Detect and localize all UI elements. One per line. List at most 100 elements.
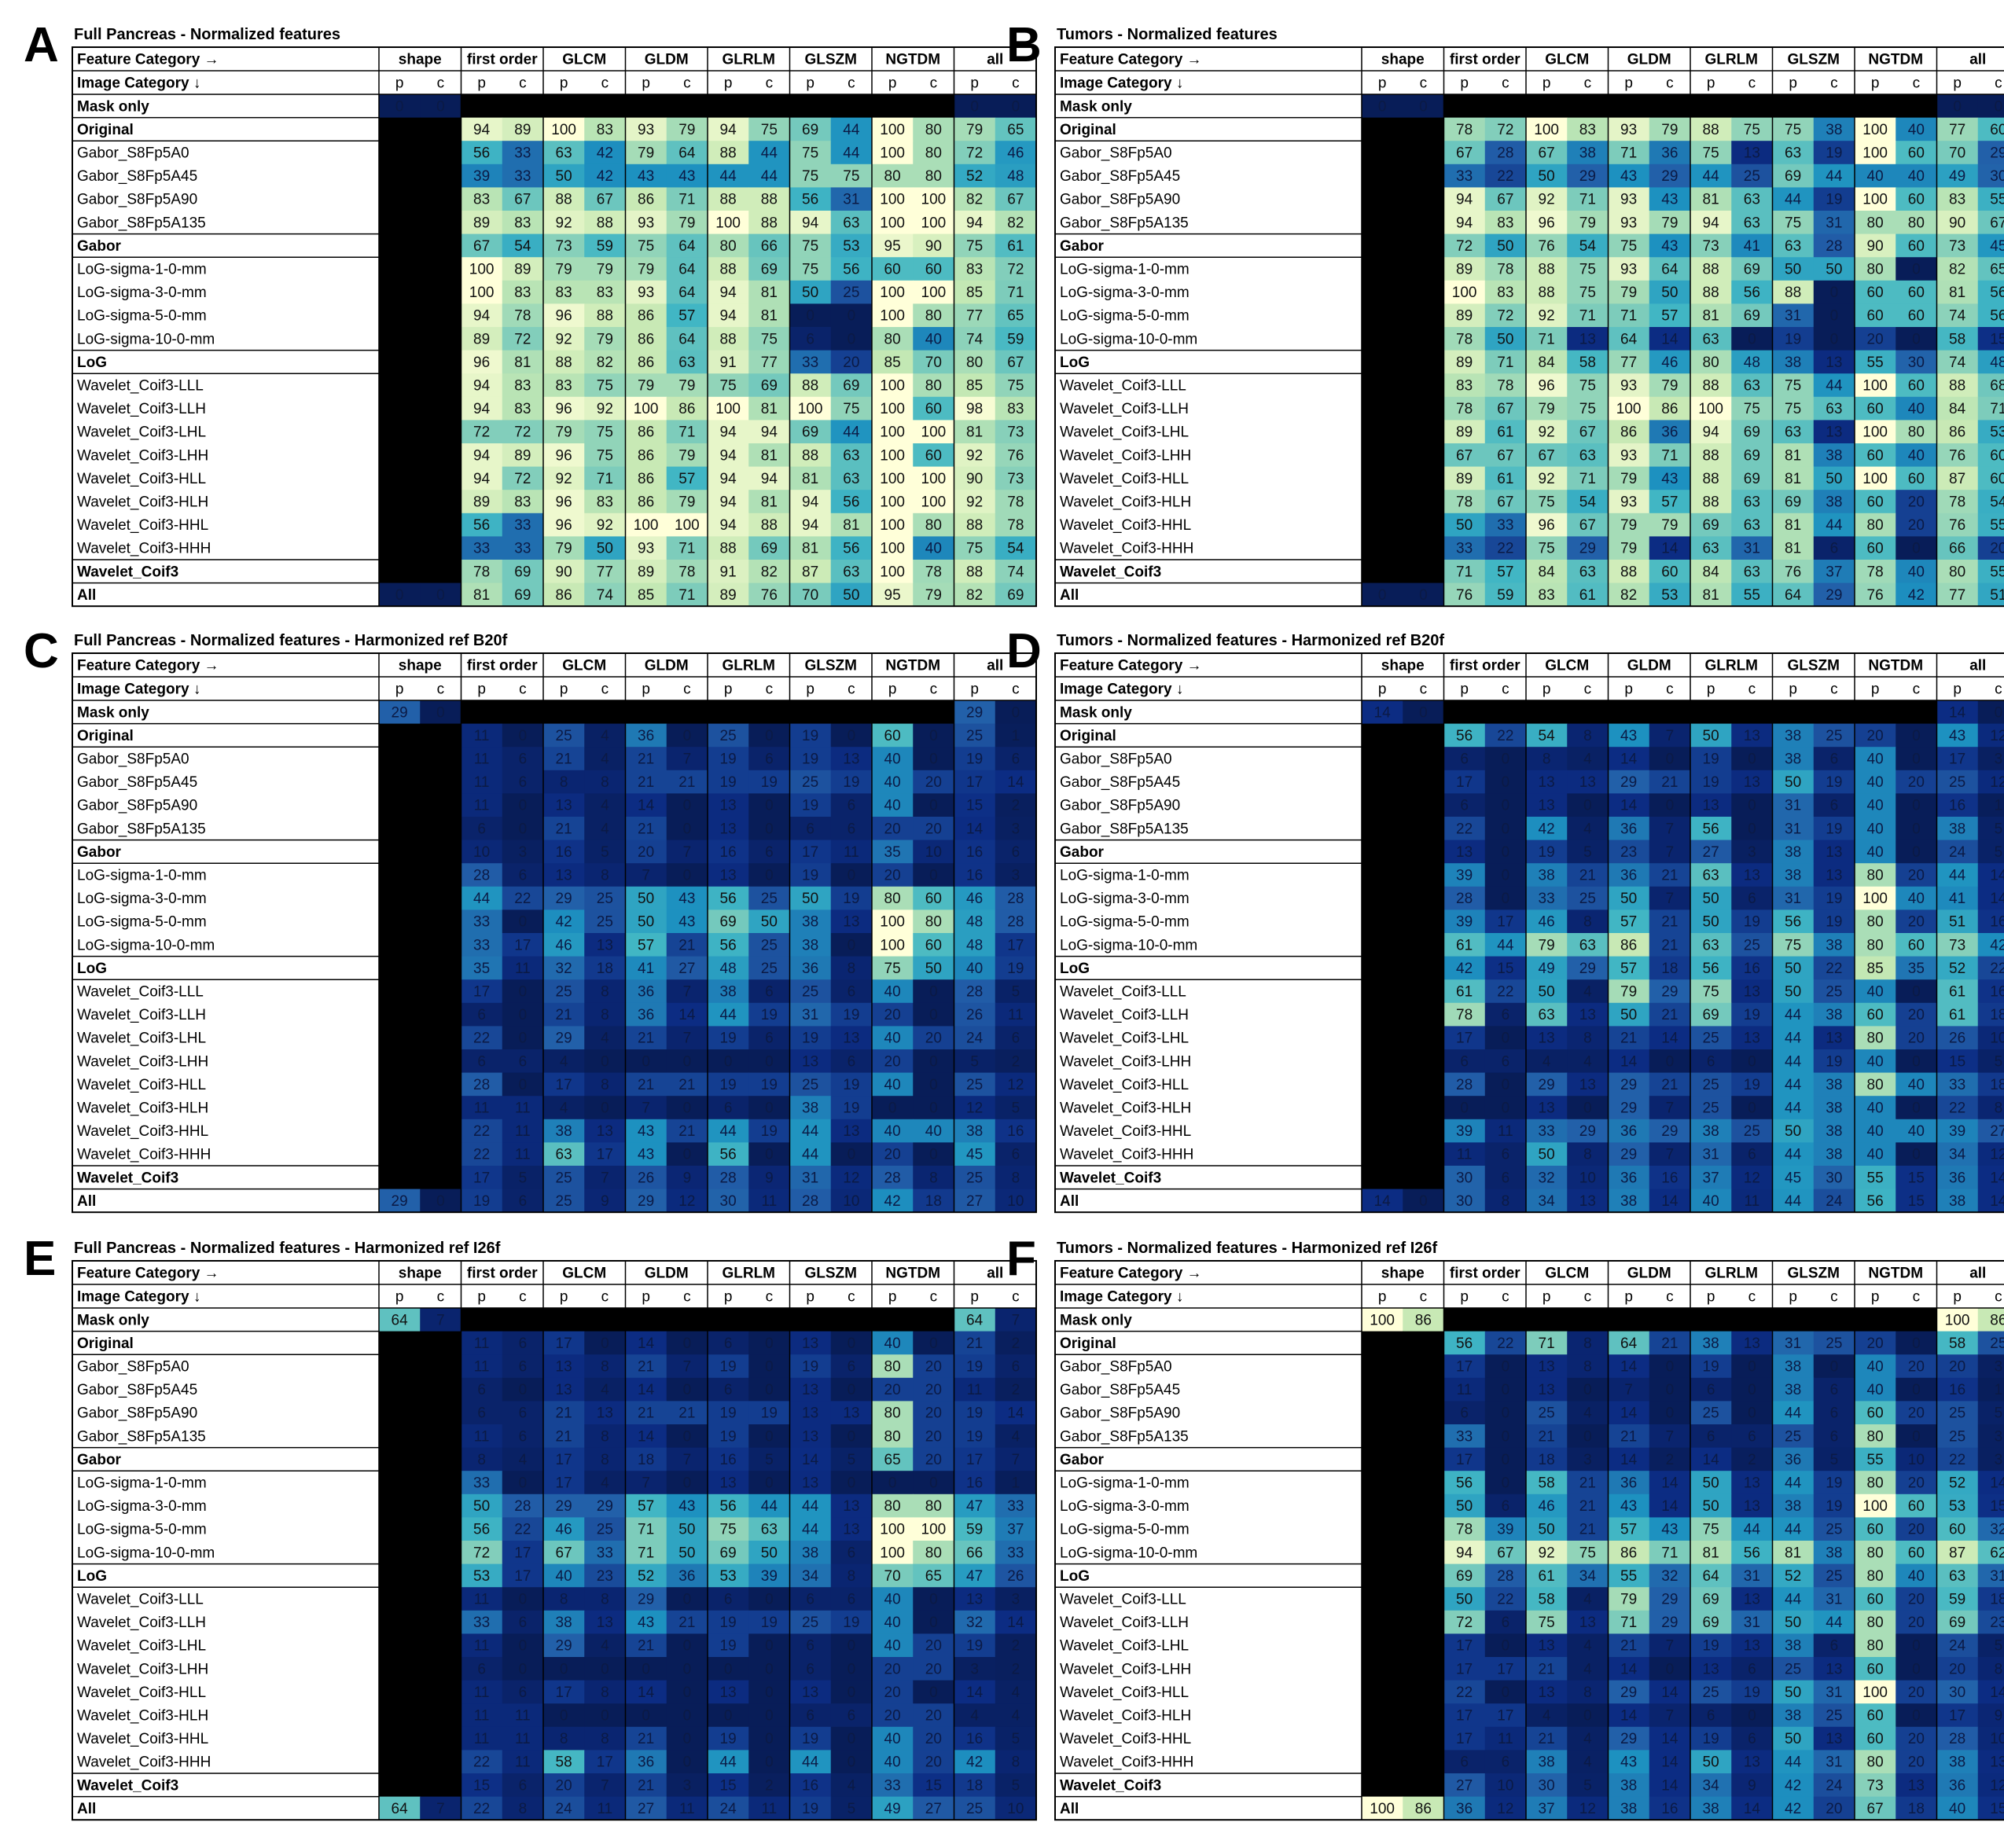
- cell-value: 50: [1497, 238, 1513, 255]
- cell-value: 0: [683, 868, 692, 884]
- cell-value: 86: [556, 587, 572, 604]
- cell-value: 4: [1583, 1638, 1592, 1655]
- cell-value: 6: [1460, 1053, 1469, 1070]
- cell-value: 11: [474, 798, 490, 814]
- cell-value: 75: [1703, 984, 1719, 1001]
- cell-value: 60: [1867, 1661, 1884, 1677]
- cell-value: 21: [638, 1031, 654, 1047]
- sub-header-label: c: [848, 682, 855, 698]
- masked-cell: [1362, 211, 1403, 235]
- heatmap-cell: [748, 257, 791, 281]
- column-group-label: GLRLM: [1704, 52, 1758, 68]
- row-label: LoG-sigma-3-0-mm: [77, 285, 207, 301]
- cell-value: 32: [1539, 1170, 1555, 1186]
- heatmap-cell: [1977, 187, 2004, 211]
- masked-cell: [1362, 350, 1403, 374]
- cell-value: 22: [1497, 541, 1513, 557]
- column-group-label: GLDM: [645, 52, 689, 68]
- cell-value: 6: [1830, 751, 1839, 768]
- cell-value: 69: [514, 587, 531, 604]
- cell-value: 38: [1703, 1801, 1719, 1817]
- cell-value: 17: [966, 1452, 983, 1468]
- cell-value: 75: [884, 961, 901, 977]
- heatmap-cell: [1690, 373, 1732, 398]
- cell-value: 13: [1744, 1031, 1760, 1047]
- heatmap-cell: [1608, 233, 1650, 258]
- heatmap-cell: [1772, 233, 1815, 258]
- panel-D: D Tumors - Normalized features - Harmoniz…: [1006, 624, 2004, 1214]
- heatmap-cell: [872, 141, 914, 165]
- heatmap-cell: [748, 373, 791, 398]
- heatmap-cell: [1526, 141, 1568, 165]
- cell-value: 63: [556, 1147, 572, 1163]
- masked-cell: [420, 863, 462, 887]
- cell-value: 63: [1579, 937, 1596, 953]
- cell-value: 45: [966, 1147, 983, 1163]
- masked-cell: [1649, 700, 1691, 725]
- heatmap-cell: [1649, 396, 1691, 421]
- masked-cell: [1362, 233, 1403, 258]
- cell-value: 3: [970, 1661, 979, 1677]
- sub-header-label: c: [1830, 1289, 1838, 1306]
- cell-value: 20: [925, 1428, 942, 1445]
- cell-value: 33: [473, 1475, 490, 1492]
- cell-value: 20: [884, 1147, 901, 1163]
- cell-value: 47: [966, 1498, 983, 1515]
- row-label: LoG-sigma-3-0-mm: [77, 1498, 207, 1515]
- cell-value: 100: [880, 541, 905, 557]
- cell-value: 72: [473, 424, 490, 441]
- cell-value: 88: [556, 355, 572, 371]
- heatmap-cell: [1896, 327, 1938, 351]
- cell-value: 13: [1579, 774, 1596, 791]
- cell-value: 6: [519, 1335, 528, 1352]
- cell-value: 50: [802, 285, 818, 301]
- cell-value: 14: [1620, 1359, 1638, 1376]
- cell-value: 13: [1539, 1382, 1555, 1398]
- row-label: Wavelet_Coif3-HLL: [77, 1077, 206, 1093]
- cell-value: 94: [720, 517, 737, 534]
- cell-value: 4: [1583, 1053, 1592, 1070]
- cell-value: 31: [802, 1170, 818, 1186]
- cell-value: 25: [1826, 1708, 1842, 1725]
- heatmap-cell: [666, 117, 708, 141]
- cell-value: 46: [966, 891, 983, 907]
- cell-value: 75: [843, 401, 859, 417]
- cell-value: 38: [1539, 1754, 1555, 1771]
- cell-value: 25: [802, 1077, 818, 1093]
- cell-value: 24: [1949, 1638, 1966, 1655]
- cell-value: 44: [843, 122, 860, 138]
- cell-value: 0: [683, 1382, 692, 1398]
- masked-cell: [1403, 396, 1445, 421]
- masked-cell: [1608, 1308, 1650, 1332]
- masked-cell: [1403, 1026, 1445, 1050]
- heatmap-cell: [830, 490, 873, 514]
- heatmap-cell: [1731, 420, 1774, 444]
- row-label: Wavelet_Coif3-HHH: [77, 1754, 211, 1771]
- cell-value: 44: [761, 1498, 778, 1515]
- heatmap-cell: [420, 94, 462, 119]
- masked-cell: [1484, 700, 1527, 725]
- cell-value: 69: [1007, 587, 1024, 604]
- cell-value: 0: [1912, 1661, 1921, 1677]
- cell-value: 27: [966, 1193, 983, 1210]
- cell-value: 0: [519, 1031, 528, 1047]
- heatmap-cell: [1567, 513, 1609, 537]
- cell-value: 25: [802, 984, 818, 1001]
- cell-value: 22: [1497, 168, 1513, 185]
- cell-value: 100: [921, 471, 947, 487]
- cell-value: 20: [1908, 1475, 1925, 1492]
- cell-value: 14: [1990, 1193, 2004, 1210]
- panel-letter: D: [1006, 624, 1042, 678]
- cell-value: 14: [1990, 891, 2004, 907]
- masked-cell: [1526, 1308, 1568, 1332]
- masked-cell: [666, 1308, 708, 1332]
- heatmap-cell: [1813, 141, 1855, 165]
- cell-value: 6: [1748, 1147, 1756, 1163]
- cell-value: 17: [1456, 1638, 1473, 1655]
- cell-value: 0: [765, 1685, 774, 1701]
- row-label: LoG: [1060, 355, 1090, 371]
- cell-value: 38: [1620, 1777, 1637, 1794]
- cell-value: 0: [1912, 331, 1921, 347]
- heatmap-cell: [1896, 141, 1938, 165]
- cell-value: 6: [1502, 1754, 1510, 1771]
